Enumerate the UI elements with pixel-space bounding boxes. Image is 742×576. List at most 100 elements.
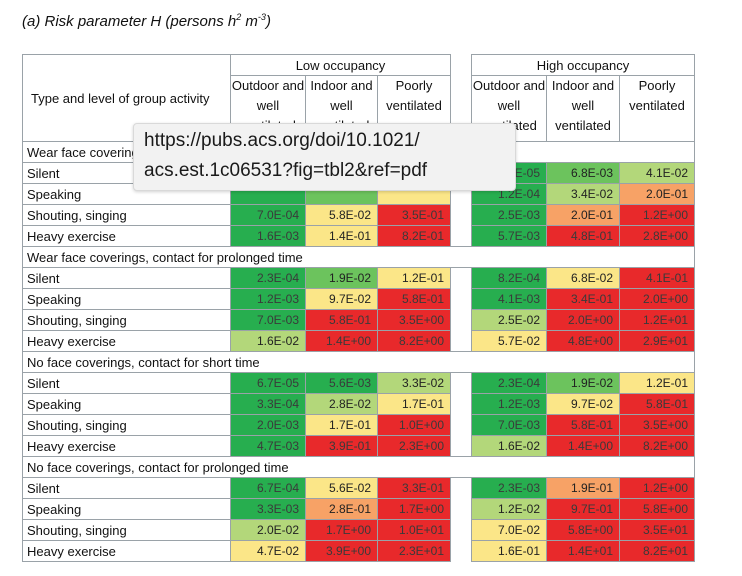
activity-label: Silent (22, 267, 231, 289)
risk-value-cell: 9.7E-02 (305, 288, 378, 310)
activity-label: Shouting, singing (22, 519, 231, 541)
group-gap (450, 54, 472, 142)
risk-value-cell: 1.2E-03 (471, 393, 547, 415)
risk-value-cell: 2.3E-04 (471, 372, 547, 394)
risk-value-cell: 5.8E-01 (305, 309, 378, 331)
risk-value-cell: 2.9E+01 (619, 330, 695, 352)
risk-value-cell: 5.8E+00 (619, 498, 695, 520)
risk-value-cell: 1.0E+01 (377, 519, 451, 541)
table-row: Shouting, singing 7.0E-04 5.8E-02 3.5E-01 2.… (22, 204, 695, 226)
risk-value-cell: 3.9E+00 (305, 540, 378, 562)
risk-value-cell: 3.4E-01 (546, 288, 620, 310)
risk-value-cell: 3.3E-04 (230, 393, 306, 415)
group-gap (450, 435, 472, 457)
risk-value-cell: 4.1E-02 (619, 162, 695, 184)
risk-value-cell: 7.0E-04 (230, 204, 306, 226)
risk-value-cell: 4.1E-01 (619, 267, 695, 289)
risk-value-cell: 8.2E+00 (377, 330, 451, 352)
group-gap (450, 414, 472, 436)
risk-value-cell: 1.2E+00 (619, 477, 695, 499)
risk-value-cell: 5.8E+00 (546, 519, 620, 541)
risk-value-cell: 3.3E-02 (377, 372, 451, 394)
risk-value-cell: 8.2E-01 (377, 225, 451, 247)
activity-label: Heavy exercise (22, 225, 231, 247)
risk-value-cell: 6.8E-02 (546, 267, 620, 289)
risk-value-cell: 3.5E+01 (619, 519, 695, 541)
risk-value-cell: 4.8E-01 (546, 225, 620, 247)
risk-value-cell: 1.4E+01 (546, 540, 620, 562)
activity-label: Speaking (22, 498, 231, 520)
risk-value-cell: 2.3E+01 (377, 540, 451, 562)
table-row: Heavy exercise 1.6E-02 1.4E+00 8.2E+00 5.7E-… (22, 330, 695, 352)
tooltip-url-line-1: https://pubs.acs.org/doi/10.1021/ (144, 130, 420, 151)
group-gap (450, 288, 472, 310)
risk-value-cell: 1.2E-01 (377, 267, 451, 289)
group-gap (450, 372, 472, 394)
risk-value-cell: 4.1E-03 (471, 288, 547, 310)
risk-value-cell: 7.0E-03 (230, 309, 306, 331)
risk-value-cell: 1.7E+00 (305, 519, 378, 541)
risk-value-cell: 1.7E-01 (377, 393, 451, 415)
risk-value-cell: 5.7E-02 (471, 330, 547, 352)
risk-value-cell: 8.2E-04 (471, 267, 547, 289)
risk-value-cell: 3.5E-01 (377, 204, 451, 226)
risk-value-cell: 2.8E-02 (305, 393, 378, 415)
risk-value-cell: 1.0E+00 (377, 414, 451, 436)
risk-value-cell: 1.6E-03 (230, 225, 306, 247)
risk-value-cell: 3.9E-01 (305, 435, 378, 457)
activity-label: Shouting, singing (22, 204, 231, 226)
risk-value-cell: 1.9E-01 (546, 477, 620, 499)
table-body: Wear face coverings, contact for short t… (22, 141, 695, 562)
table-row: Shouting, singing 2.0E-03 1.7E-01 1.0E+00 7.… (22, 414, 695, 436)
risk-value-cell: 6.8E-03 (546, 162, 620, 184)
risk-value-cell: 2.5E-02 (471, 309, 547, 331)
risk-value-cell: 1.6E-01 (471, 540, 547, 562)
risk-value-cell: 2.0E+00 (619, 288, 695, 310)
group-gap (450, 204, 472, 226)
section-row: No face coverings, contact for prolonged… (22, 456, 695, 478)
risk-value-cell: 5.6E-02 (305, 477, 378, 499)
group-gap (450, 498, 472, 520)
risk-value-cell: 2.3E+00 (377, 435, 451, 457)
group-gap (450, 309, 472, 331)
table-row: Heavy exercise 4.7E-03 3.9E-01 2.3E+00 1.6E-… (22, 435, 695, 457)
risk-value-cell: 2.3E-04 (230, 267, 306, 289)
risk-value-cell: 7.0E-03 (471, 414, 547, 436)
group-gap (450, 330, 472, 352)
activity-label: Heavy exercise (22, 435, 231, 457)
risk-value-cell: 1.2E-02 (471, 498, 547, 520)
activity-label: Speaking (22, 393, 231, 415)
group-gap (450, 393, 472, 415)
section-title: No face coverings, contact for prolonged… (22, 456, 695, 478)
section-title: No face coverings, contact for short tim… (22, 351, 695, 373)
table-row: Heavy exercise 4.7E-02 3.9E+00 2.3E+01 1.6E-… (22, 540, 695, 562)
risk-value-cell: 2.3E-03 (471, 477, 547, 499)
group-gap (450, 540, 472, 562)
risk-value-cell: 5.8E-01 (546, 414, 620, 436)
activity-label: Heavy exercise (22, 330, 231, 352)
table-row: Speaking 1.2E-03 9.7E-02 5.8E-01 4.1E-03 3.4E… (22, 288, 695, 310)
tooltip-url-line-2: acs.est.1c06531?fig=tbl2&ref=pdf (144, 160, 428, 181)
risk-value-cell: 1.9E-02 (305, 267, 378, 289)
risk-value-cell: 6.7E-04 (230, 477, 306, 499)
risk-value-cell: 1.4E+00 (305, 330, 378, 352)
col-header-poor-high: Poorly ventilated (619, 75, 695, 142)
risk-value-cell: 2.0E-01 (619, 183, 695, 205)
table-row: Speaking 3.3E-04 2.8E-02 1.7E-01 1.2E-03 9.7E… (22, 393, 695, 415)
risk-value-cell: 8.2E+01 (619, 540, 695, 562)
risk-value-cell: 1.4E+00 (546, 435, 620, 457)
url-tooltip: https://pubs.acs.org/doi/10.1021/ acs.es… (133, 123, 516, 191)
risk-value-cell: 9.7E-01 (546, 498, 620, 520)
risk-value-cell: 3.4E-02 (546, 183, 620, 205)
activity-label: Speaking (22, 288, 231, 310)
risk-value-cell: 1.7E+00 (377, 498, 451, 520)
risk-value-cell: 1.2E+00 (619, 204, 695, 226)
group-gap (450, 477, 472, 499)
risk-value-cell: 5.7E-03 (471, 225, 547, 247)
group-gap (450, 267, 472, 289)
risk-value-cell: 9.7E-02 (546, 393, 620, 415)
risk-value-cell: 1.2E-03 (230, 288, 306, 310)
low-occupancy-header: Low occupancy (230, 54, 451, 76)
risk-value-cell: 2.0E-02 (230, 519, 306, 541)
risk-value-cell: 1.9E-02 (546, 372, 620, 394)
